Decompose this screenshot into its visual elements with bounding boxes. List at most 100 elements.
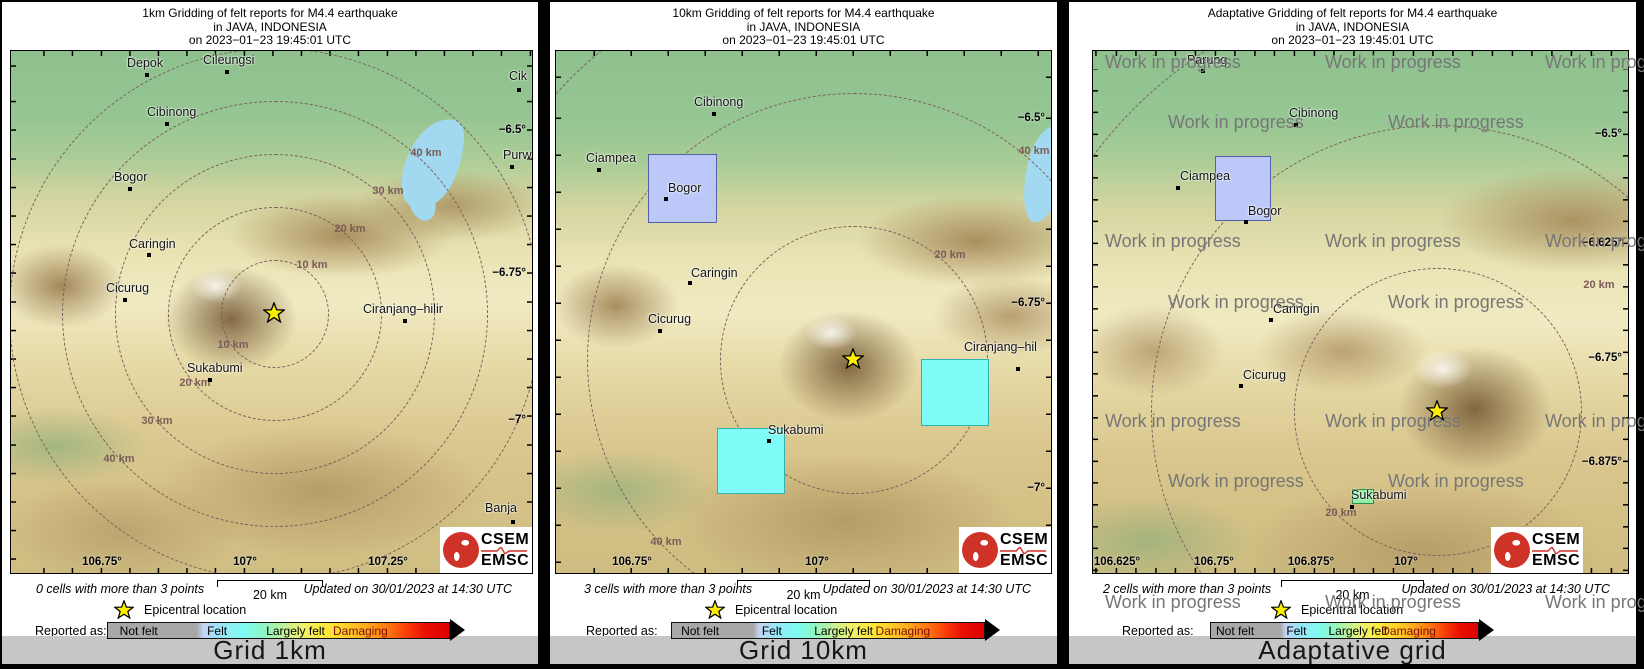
- map-footer: 3 cells with more than 3 points 20 km Upda…: [550, 576, 1057, 602]
- city-label: Ciranjang–hilir: [363, 302, 443, 316]
- ring-distance-label: 30 km: [141, 415, 173, 427]
- epicentral-legend: Epicentral location: [2, 599, 538, 624]
- panel-title-line: on 2023−01−23 19:45:01 UTC: [188, 33, 352, 47]
- ring-distance-label: 20 km: [934, 249, 966, 261]
- panel-title-line: in JAVA, INDONESIA: [1295, 19, 1410, 34]
- city-label: Cibinong: [694, 95, 744, 109]
- ring-distance-label: 20 km: [1325, 507, 1357, 519]
- city-dot: [208, 378, 212, 382]
- felt-report-cell: [1215, 156, 1271, 221]
- map-panel-1: 1km Gridding of felt reports for M4.4 ea…: [2, 2, 538, 664]
- panel-title-line: on 2023−01−23 19:45:01 UTC: [722, 33, 885, 47]
- csem-emsc-logo: CSEM EMSC: [1491, 527, 1583, 573]
- panel-caption: Grid 1km: [2, 636, 538, 664]
- panel-title: 1km Gridding of felt reports for M4.4 ea…: [2, 6, 538, 48]
- city-dot: [128, 187, 132, 191]
- emsc-globe-icon: [962, 532, 998, 568]
- city-label: Cik: [509, 69, 528, 83]
- scale-bar: [217, 580, 323, 587]
- colorbar-arrow-icon: [450, 619, 465, 641]
- city-dot: [145, 73, 149, 77]
- panel-title-line: 1km Gridding of felt reports for M4.4 ea…: [142, 6, 398, 20]
- city-label: Sukabumi: [187, 361, 243, 375]
- epicentral-star-icon: [1270, 599, 1292, 624]
- city-label: Cicurug: [106, 281, 150, 295]
- longitude-label: 107°: [805, 556, 829, 568]
- heartbeat-line-icon: [1532, 546, 1578, 554]
- colorbar-label: Not felt: [681, 624, 720, 638]
- city-dot: [658, 329, 662, 333]
- reported-as-label: Reported as:: [35, 624, 107, 638]
- terrain-map: 20 km 40 km 40 km Cibinong Ciampea Bogor Carin…: [555, 50, 1052, 574]
- scale-bar-label: 20 km: [1335, 588, 1370, 602]
- reported-as-row: Reported as: Not felt Felt Largely felt Dama…: [2, 619, 538, 642]
- city-dot: [1294, 123, 1298, 127]
- epicentral-legend: Epicentral location: [550, 599, 1057, 624]
- city-label: Purw: [503, 148, 532, 162]
- heartbeat-line-icon: [481, 546, 527, 554]
- scale-bar-label: 20 km: [786, 588, 821, 602]
- epicentral-star-icon: [113, 599, 135, 624]
- latitude-label: −6.75°: [492, 267, 526, 279]
- panel-caption: Adaptative grid: [1069, 636, 1636, 664]
- ring-distance-label: 40 km: [1018, 145, 1050, 157]
- city-label: Bogor: [1248, 204, 1282, 218]
- csem-emsc-logo: CSEM EMSC: [959, 527, 1051, 573]
- panel-title-line: on 2023−01−23 19:45:01 UTC: [1271, 33, 1434, 47]
- longitude-label: 106.75°: [1194, 556, 1234, 568]
- cells-note: 0 cells with more than 3 points: [36, 582, 205, 596]
- csem-emsc-logo: CSEM EMSC: [440, 527, 532, 573]
- logo-csem-text: CSEM: [481, 530, 530, 548]
- epicenter-star-icon: [840, 346, 866, 374]
- epicentral-star-icon: [704, 599, 726, 624]
- city-dot: [510, 165, 514, 169]
- city-label: Sukabumi: [1351, 488, 1407, 502]
- city-dot: [597, 168, 601, 172]
- city-label: Caringin: [1273, 302, 1320, 316]
- longitude-label: 106.625°: [1093, 556, 1141, 568]
- city-label: Sukabumi: [768, 423, 824, 437]
- logo-csem-text: CSEM: [1000, 530, 1049, 548]
- city-dot: [1201, 69, 1205, 73]
- colorbar-label: Felt: [761, 624, 782, 638]
- city-label: Ciampea: [1180, 169, 1231, 183]
- colorbar-label: Largely felt: [814, 624, 873, 638]
- longitude-label: 106.75°: [82, 556, 122, 568]
- emsc-globe-icon: [443, 532, 479, 568]
- city-label: Ciampea: [586, 151, 637, 165]
- cells-note: 3 cells with more than 3 points: [584, 582, 753, 596]
- panel-title: 10km Gridding of felt reports for M4.4 e…: [550, 6, 1057, 48]
- felt-report-cell: [1352, 489, 1374, 504]
- city-dot: [1269, 318, 1273, 322]
- city-label: Depok: [127, 56, 164, 70]
- longitude-label: 107°: [233, 556, 257, 568]
- ring-distance-label: 10 km: [217, 339, 249, 351]
- city-label: Caringin: [691, 266, 738, 280]
- latitude-label: −6.5°: [498, 124, 526, 136]
- reported-as-label: Reported as:: [1122, 624, 1194, 638]
- intensity-colorbar: Not felt Felt Largely felt Damaging: [1210, 622, 1479, 639]
- city-dot: [1176, 186, 1180, 190]
- ring-distance-label: 20 km: [1583, 279, 1615, 291]
- city-dot: [147, 253, 151, 257]
- scale-bar: [1281, 580, 1424, 587]
- map-panel-2: 10km Gridding of felt reports for M4.4 e…: [550, 2, 1057, 664]
- felt-report-cell: [921, 359, 989, 426]
- emsc-globe-icon: [1494, 532, 1530, 568]
- city-label: Cibinong: [147, 105, 197, 119]
- logo-csem-text: CSEM: [1532, 530, 1581, 548]
- ring-distance-label: 20 km: [334, 223, 366, 235]
- latitude-label: −6.5°: [1017, 112, 1045, 124]
- terrain-map: 10 km 10 km 20 km 20 km 30 km 30 km 40 km 40 km…: [10, 50, 533, 574]
- updated-timestamp: Updated on 30/01/2023 at 14:30 UTC: [303, 582, 512, 596]
- latitude-label: −7°: [508, 414, 526, 426]
- city-dot: [225, 70, 229, 74]
- city-dot: [1016, 367, 1020, 371]
- colorbar-label: Not felt: [1216, 624, 1255, 638]
- longitude-label: 106.75°: [612, 556, 652, 568]
- latitude-label: −6.625°: [1581, 237, 1622, 249]
- map-footer: 0 cells with more than 3 points 20 km Upda…: [2, 576, 538, 602]
- city-label: Banja: [485, 501, 517, 515]
- intensity-colorbar: Not felt Felt Largely felt Damaging: [671, 622, 985, 639]
